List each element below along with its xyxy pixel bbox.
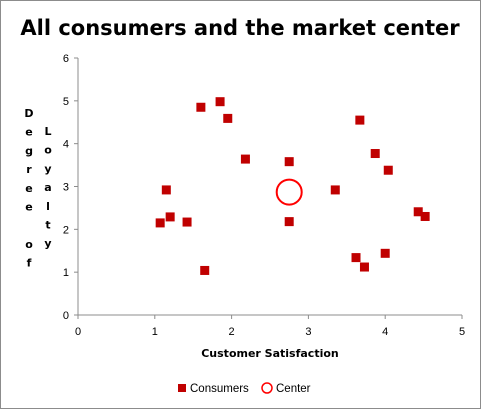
- center-point: [275, 178, 303, 206]
- consumer-point: [383, 165, 393, 175]
- y-axis-title-letter: e: [25, 201, 32, 214]
- consumer-point: [380, 248, 390, 258]
- consumer-point: [359, 262, 369, 272]
- consumer-point: [351, 253, 361, 263]
- consumer-point: [215, 97, 225, 107]
- y-axis-title-letter: g: [25, 144, 33, 157]
- consumer-point: [284, 217, 294, 227]
- y-tick-label: 1: [63, 267, 69, 279]
- consumer-point: [223, 113, 233, 123]
- legend-center-marker: [261, 382, 273, 394]
- consumer-point: [200, 265, 210, 275]
- legend-consumers-label: Consumers: [190, 383, 249, 395]
- x-tick-label: 1: [152, 326, 158, 338]
- consumer-point: [161, 185, 171, 195]
- y-tick-label: 5: [63, 96, 69, 108]
- y-axis-title-letter: D: [24, 107, 33, 120]
- y-axis-title-letter: f: [27, 257, 32, 270]
- x-tick-label: 4: [382, 326, 388, 338]
- legend-center-label: Center: [276, 383, 311, 395]
- consumer-point: [165, 212, 175, 222]
- x-tick-label: 2: [229, 326, 235, 338]
- x-tick-label: 5: [459, 326, 465, 338]
- y-tick-label: 3: [63, 182, 69, 194]
- consumer-point: [420, 211, 430, 221]
- consumer-point: [284, 157, 294, 167]
- consumer-point: [370, 149, 380, 159]
- x-tick-label: 3: [305, 326, 311, 338]
- y-tick-label: 6: [63, 53, 69, 65]
- consumer-point: [182, 217, 192, 227]
- y-axis-title-letter: L: [44, 125, 51, 138]
- x-axis-title: Customer Satisfaction: [201, 347, 339, 360]
- legend: Consumers Center: [178, 382, 311, 395]
- y-tick-label: 2: [63, 224, 69, 236]
- y-axis-title-letter: r: [26, 163, 32, 176]
- y-axis-ticks: 0 1 2 3 4 5 6: [63, 53, 78, 322]
- y-axis-title-letter: l: [46, 200, 50, 213]
- x-tick-label: 0: [75, 326, 81, 338]
- y-axis-title-letter: y: [44, 237, 51, 250]
- y-axis-title-letter: e: [25, 126, 32, 139]
- y-axis-title-letter: o: [25, 238, 33, 251]
- x-axis-ticks: 0 1 2 3 4 5: [75, 315, 465, 338]
- y-axis-title-letter: y: [44, 162, 51, 175]
- plot-points: [155, 97, 430, 275]
- y-axis-title-letter: e: [25, 182, 32, 195]
- consumer-point: [413, 207, 423, 217]
- consumer-point: [240, 154, 250, 164]
- legend-consumers-marker: [178, 384, 186, 392]
- consumer-point: [155, 218, 165, 228]
- consumer-point: [355, 115, 365, 125]
- consumer-point: [330, 185, 340, 195]
- consumer-point: [196, 102, 206, 112]
- y-axis-title-letter: t: [45, 219, 50, 232]
- y-axis-title-letter: o: [44, 144, 52, 157]
- chart-title: All consumers and the market center: [20, 16, 460, 40]
- y-tick-label: 0: [63, 310, 69, 322]
- y-tick-label: 4: [63, 139, 69, 151]
- y-axis-title-letter: a: [44, 181, 51, 194]
